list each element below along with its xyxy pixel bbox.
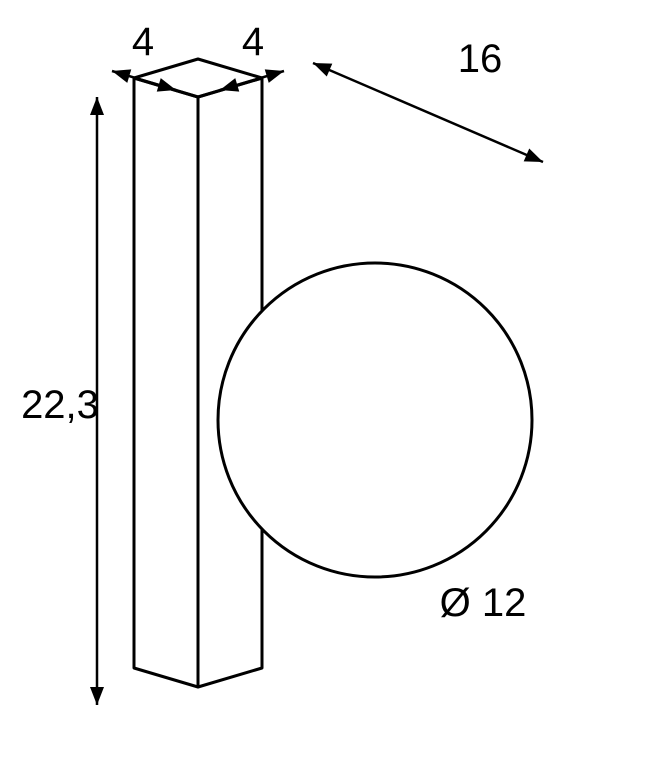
dimension-label-height: 22,3 bbox=[21, 383, 99, 427]
dimension-label-width-b: 4 bbox=[242, 20, 264, 64]
dimension-label-depth: 16 bbox=[458, 37, 503, 81]
dimension-line-depth bbox=[313, 63, 543, 162]
dimension-label-sphere: Ø 12 bbox=[440, 581, 527, 625]
dimension-label-width-a: 4 bbox=[132, 20, 154, 64]
dimension-diagram: 22,3 4 4 16 Ø 12 bbox=[0, 0, 667, 768]
sphere-shape bbox=[218, 263, 532, 577]
